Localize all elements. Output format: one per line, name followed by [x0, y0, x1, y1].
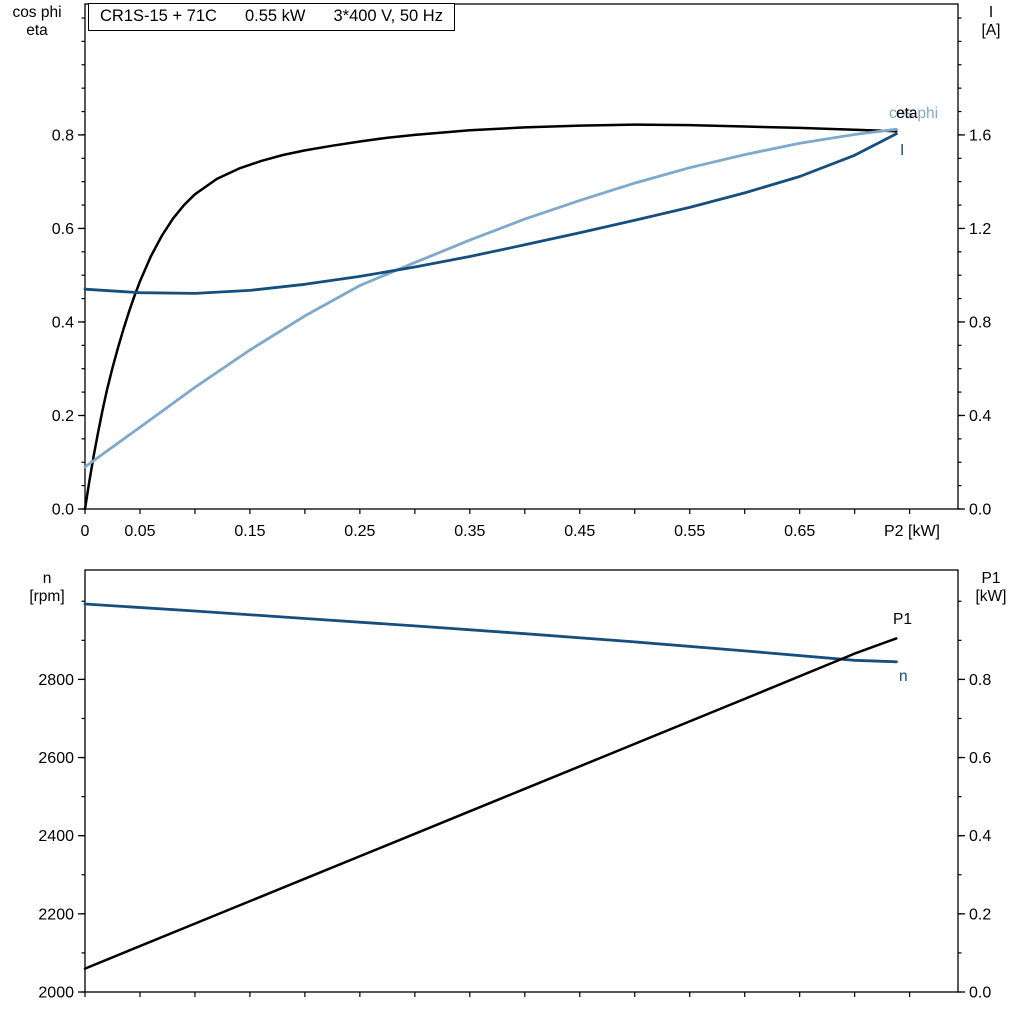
p1-curve-label: P1	[893, 611, 912, 628]
svg-text:0.6: 0.6	[52, 221, 74, 238]
eta-axis-label: eta	[26, 22, 48, 39]
svg-text:P2 [kW]: P2 [kW]	[884, 523, 940, 540]
n-curve-label: n	[899, 668, 908, 685]
cos-phi-curve-label: cos phi	[889, 105, 939, 122]
motor-power-title: 0.55 kW	[244, 7, 306, 25]
svg-text:0.0: 0.0	[969, 502, 991, 519]
eta-curve-label: eta	[896, 105, 918, 122]
svg-text:0: 0	[81, 523, 90, 540]
supply-voltage-title: 3*400 V, 50 Hz	[333, 7, 443, 25]
svg-text:0.45: 0.45	[564, 523, 595, 540]
svg-text:0.55: 0.55	[674, 523, 705, 540]
svg-text:0.05: 0.05	[124, 523, 155, 540]
svg-text:0.4: 0.4	[52, 314, 74, 331]
current-axis-label: I	[988, 4, 994, 21]
svg-text:0.6: 0.6	[969, 750, 991, 767]
current-unit-label: [A]	[981, 22, 1001, 39]
svg-text:0.2: 0.2	[969, 906, 991, 923]
svg-text:0.15: 0.15	[234, 523, 265, 540]
y-right-axis-label-bottom-chart: P1 [kW]	[962, 570, 1020, 606]
svg-text:0.4: 0.4	[969, 408, 991, 425]
svg-text:1.2: 1.2	[969, 221, 991, 238]
svg-text:0.8: 0.8	[969, 314, 991, 331]
svg-text:2800: 2800	[38, 672, 74, 689]
svg-text:0.25: 0.25	[344, 523, 375, 540]
svg-text:0.35: 0.35	[454, 523, 485, 540]
current-curve-label: I	[900, 142, 905, 159]
y-left-axis-label-bottom-chart: n [rpm]	[18, 570, 76, 606]
svg-text:0.8: 0.8	[969, 672, 991, 689]
svg-text:2000: 2000	[38, 985, 74, 1002]
svg-text:0.0: 0.0	[969, 985, 991, 1002]
svg-text:2600: 2600	[38, 750, 74, 767]
speed-axis-label: n	[42, 570, 52, 587]
speed-unit-label: [rpm]	[29, 588, 65, 605]
svg-text:1.6: 1.6	[969, 127, 991, 144]
pump-model-title: CR1S-15 + 71C	[100, 7, 217, 25]
svg-text:0.0: 0.0	[52, 502, 74, 519]
y-left-axis-label-top-chart: cos phi eta	[6, 4, 68, 40]
svg-text:0.65: 0.65	[784, 523, 815, 540]
svg-text:0.2: 0.2	[52, 408, 74, 425]
chart-title-box: CR1S-15 + 71C 0.55 kW 3*400 V, 50 Hz	[88, 3, 455, 31]
svg-text:0.4: 0.4	[969, 828, 991, 845]
svg-text:2400: 2400	[38, 828, 74, 845]
p1-axis-label: P1	[981, 570, 1001, 587]
cos-phi-axis-label: cos phi	[12, 4, 62, 21]
svg-text:0.8: 0.8	[52, 127, 74, 144]
y-right-axis-label-top-chart: I [A]	[962, 4, 1020, 40]
p1-unit-label: [kW]	[975, 588, 1007, 605]
svg-text:2200: 2200	[38, 906, 74, 923]
